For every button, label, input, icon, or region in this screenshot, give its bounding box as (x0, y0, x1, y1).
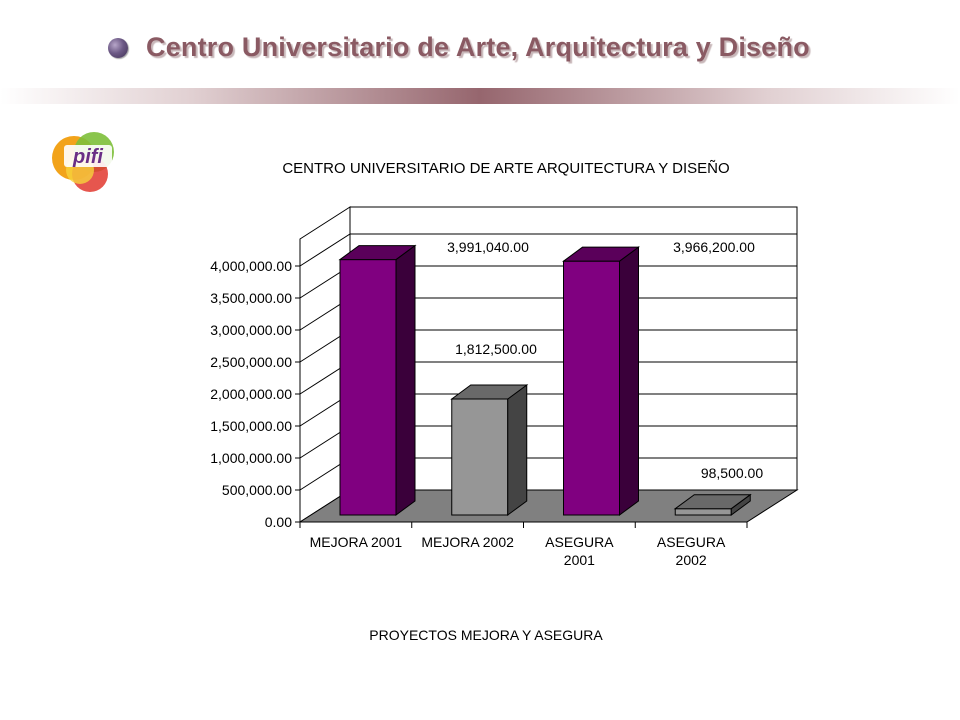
bar-side (395, 244, 416, 516)
page-title: Centro Universitario de Arte, Arquitectu… (146, 32, 810, 62)
chart-bars (338, 244, 752, 516)
value-label: 3,966,200.00 (673, 239, 755, 255)
bar-top (561, 246, 641, 262)
value-label: 3,991,040.00 (447, 239, 529, 255)
logo-text: pifi (72, 146, 103, 168)
value-label: 1,812,500.00 (455, 341, 537, 357)
y-tick-label: 3,000,000.00 (210, 322, 292, 338)
x-tick-label: 2001 (564, 552, 595, 568)
bar (673, 493, 752, 516)
y-axis-ticks: 0.00 500,000.00 1,000,000.00 1,500,000.00 2,… (210, 239, 747, 530)
bar-side (507, 384, 528, 516)
x-axis-label: PROYECTOS MEJORA Y ASEGURA (369, 627, 603, 643)
y-tick-label: 4,000,000.00 (210, 258, 292, 274)
bar-front (339, 259, 397, 516)
gridline (299, 233, 797, 267)
y-tick-label: 2,500,000.00 (210, 354, 292, 370)
y-tick-label: 0.00 (265, 514, 292, 530)
chart-title: CENTRO UNIVERSITARIO DE ARTE ARQUITECTUR… (282, 160, 729, 177)
title-row: Centro Universitario de Arte, Arquitectu… (108, 32, 810, 63)
bar (338, 244, 417, 516)
logo-label-bg (64, 145, 112, 167)
x-tick-label: 2002 (676, 552, 707, 568)
y-tick-label: 500,000.00 (222, 482, 292, 498)
bar-top (673, 494, 752, 510)
x-tick-label: ASEGURA (545, 534, 614, 550)
bar-side (619, 246, 639, 516)
y-tick-label: 1,500,000.00 (210, 418, 292, 434)
bar-front (674, 508, 732, 516)
bullet-icon (108, 37, 128, 58)
x-tick-label: MEJORA 2001 (310, 534, 403, 550)
y-tick-label: 3,500,000.00 (210, 290, 292, 306)
y-tick-label: 1,000,000.00 (210, 450, 292, 466)
y-tick-label: 2,000,000.00 (210, 386, 292, 402)
value-labels: 3,991,040.00 1,812,500.00 3,966,200.00 98,5… (447, 239, 763, 481)
slide-header: Centro Universitario de Arte, Arquitectu… (0, 0, 960, 105)
bar-top (450, 384, 529, 400)
bar (561, 246, 641, 516)
x-tick-label: ASEGURA (657, 534, 726, 550)
bar-front (563, 260, 620, 516)
value-label: 98,500.00 (701, 465, 763, 481)
bar-top (338, 245, 417, 261)
bar-front (451, 398, 509, 516)
x-axis-ticks: MEJORA 2001 MEJORA 2002 ASEGURA 2001 ASEGURA… (299, 522, 748, 568)
pifi-logo-icon: pifi (52, 132, 114, 192)
x-tick-label: MEJORA 2002 (421, 534, 514, 550)
bar (450, 384, 529, 516)
header-divider (0, 88, 960, 104)
